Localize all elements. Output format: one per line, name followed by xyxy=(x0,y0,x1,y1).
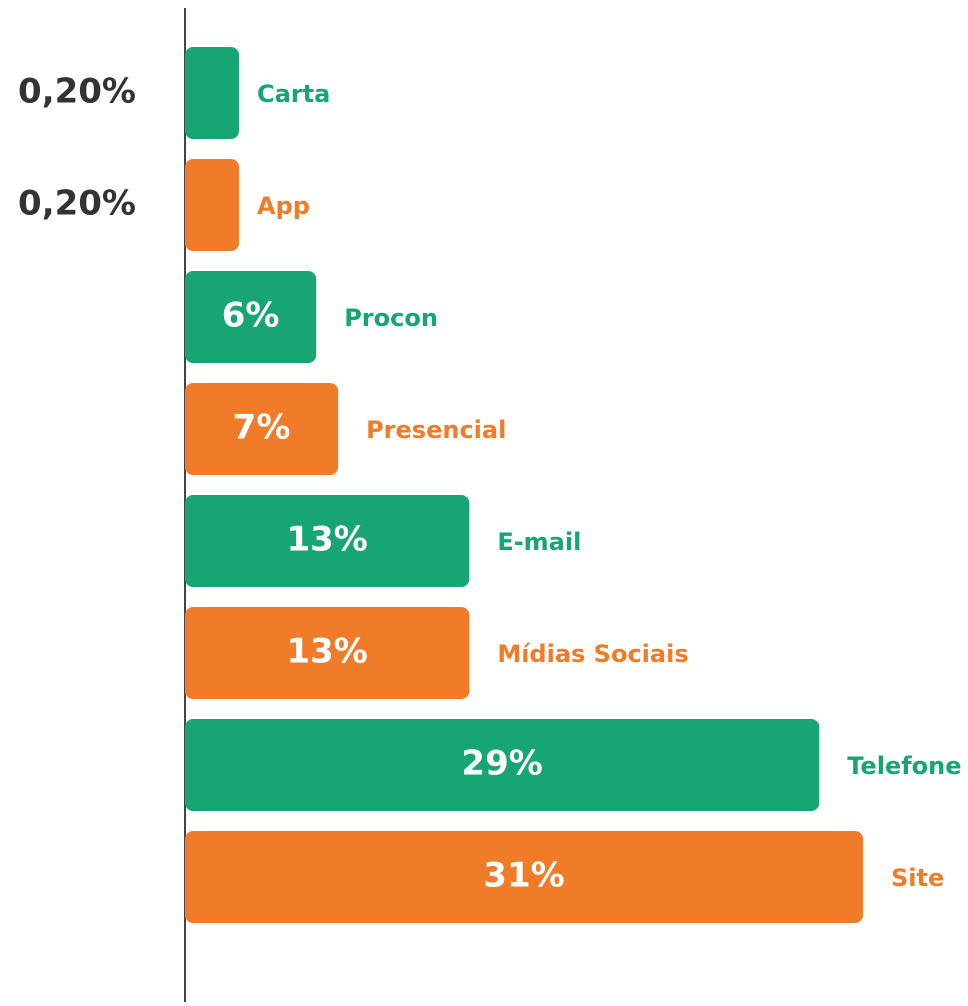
category-label: Presencial xyxy=(366,416,506,444)
value-label: 31% xyxy=(483,856,564,896)
value-label: 13% xyxy=(286,520,367,560)
bar xyxy=(185,271,317,363)
value-label: 29% xyxy=(461,744,542,784)
bar xyxy=(185,607,470,699)
value-label: 13% xyxy=(286,632,367,672)
value-label: 7% xyxy=(233,408,291,448)
category-label: Carta xyxy=(257,80,330,108)
value-label: 0,20% xyxy=(18,184,136,224)
category-label: Telefone xyxy=(847,752,961,780)
category-label: Mídias Sociais xyxy=(497,640,688,668)
category-label: Site xyxy=(891,864,944,892)
bar xyxy=(185,383,339,475)
bar xyxy=(185,495,470,587)
value-label: 0,20% xyxy=(18,72,136,112)
bar xyxy=(185,831,863,923)
bar xyxy=(185,47,239,139)
bar xyxy=(185,719,820,811)
category-label: Procon xyxy=(344,304,438,332)
bar xyxy=(185,159,239,251)
category-label: App xyxy=(257,192,310,220)
category-label: E-mail xyxy=(497,528,581,556)
value-label: 6% xyxy=(222,296,280,336)
